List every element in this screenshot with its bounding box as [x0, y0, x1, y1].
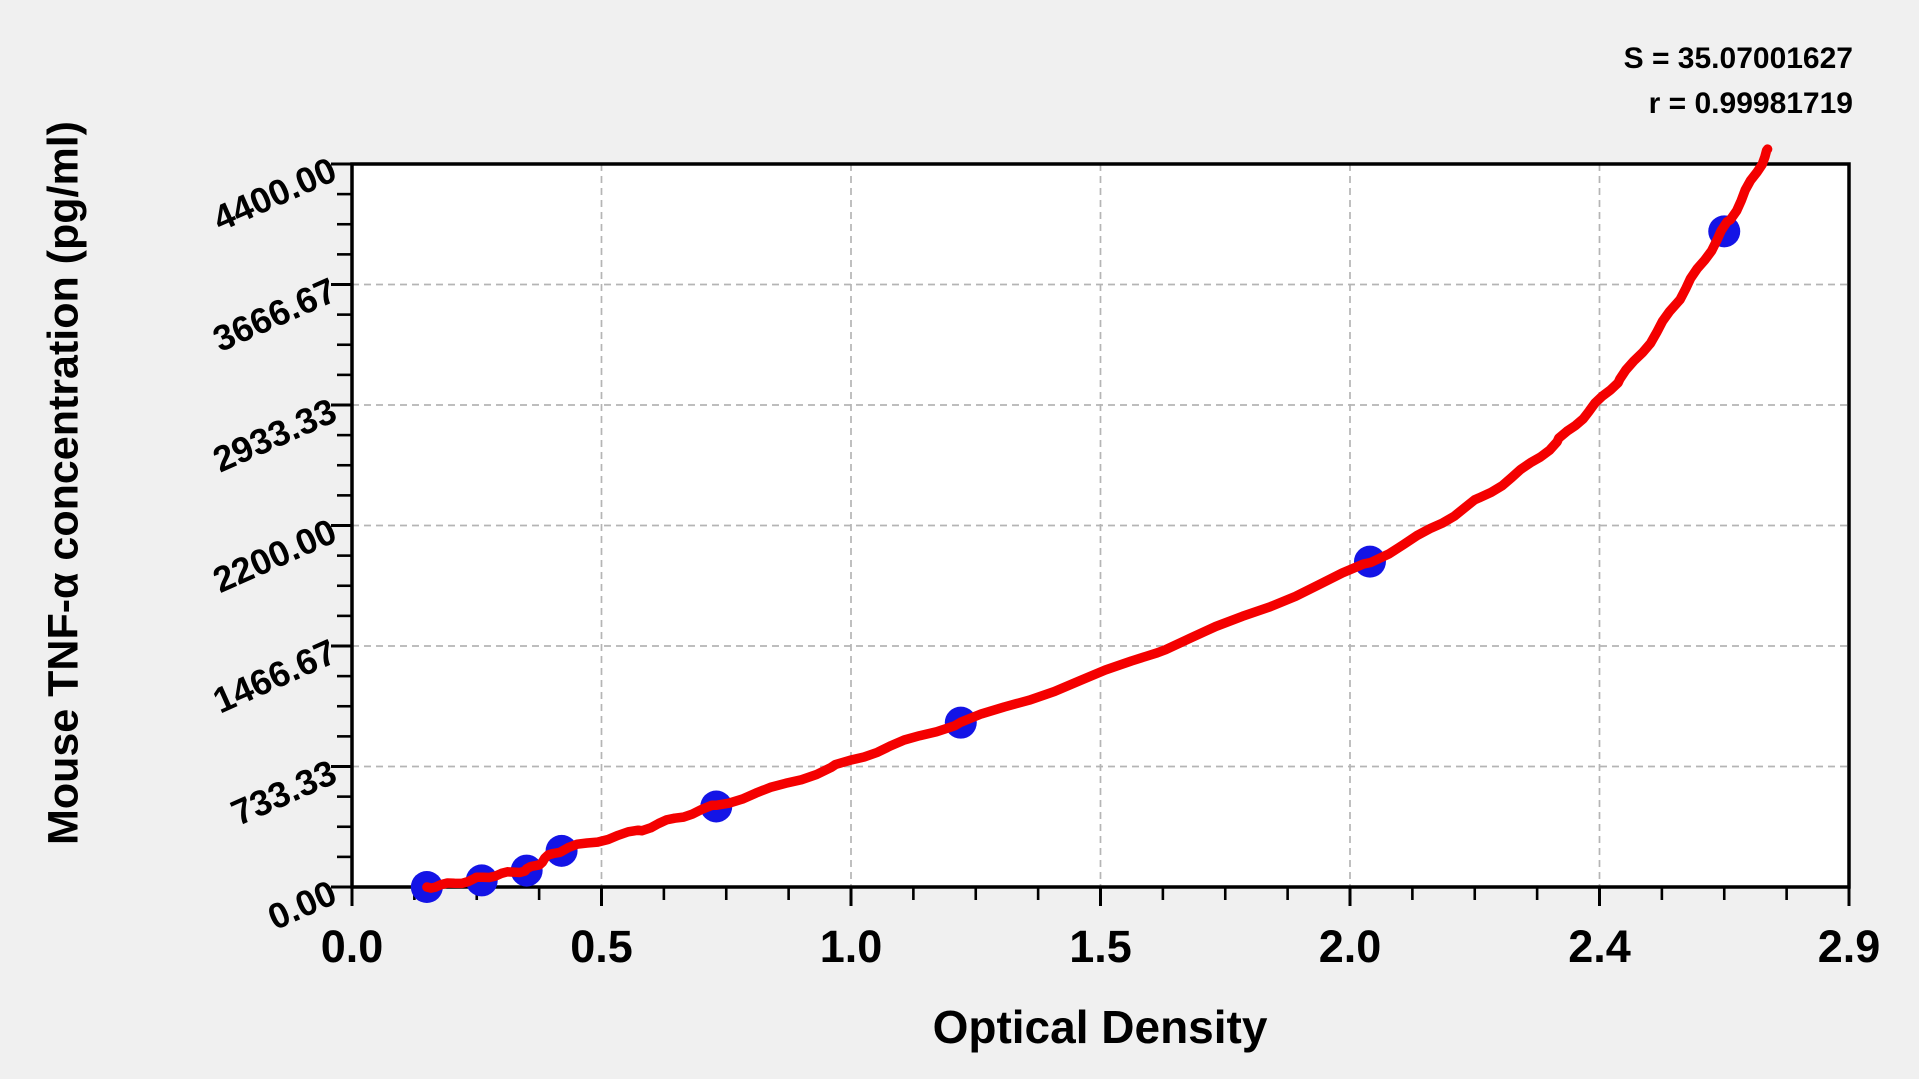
x-tick-label: 2.9 — [1818, 921, 1881, 972]
x-tick-label: 1.5 — [1069, 921, 1132, 972]
x-tick-label: 2.4 — [1568, 921, 1631, 972]
y-tick-label: 4400.00 — [207, 149, 343, 239]
s-value-label: S = 35.07001627 — [1623, 42, 1853, 75]
fit-statistics: S = 35.07001627 r = 0.99981719 — [1624, 36, 1853, 126]
plot-frame — [350, 162, 1851, 889]
x-tick-label: 2.0 — [1319, 921, 1382, 972]
y-tick-label: 733.33 — [225, 751, 342, 833]
x-tick-label: 0.5 — [570, 921, 633, 972]
fitted-curve-line — [422, 144, 1773, 893]
y-axis-title: Mouse TNF-α concentration (pg/ml) — [39, 121, 88, 845]
x-tick-label: 1.0 — [820, 921, 883, 972]
r-value-label: r = 0.99981719 — [1648, 87, 1853, 120]
x-tick-label: 0.0 — [321, 921, 384, 972]
y-tick-label: 1466.67 — [207, 631, 343, 721]
y-tick-label: 2933.33 — [207, 390, 343, 480]
y-tick-label: 2200.00 — [207, 510, 343, 600]
x-axis-title: Optical Density — [932, 1001, 1268, 1053]
y-tick-label: 3666.67 — [207, 269, 343, 359]
